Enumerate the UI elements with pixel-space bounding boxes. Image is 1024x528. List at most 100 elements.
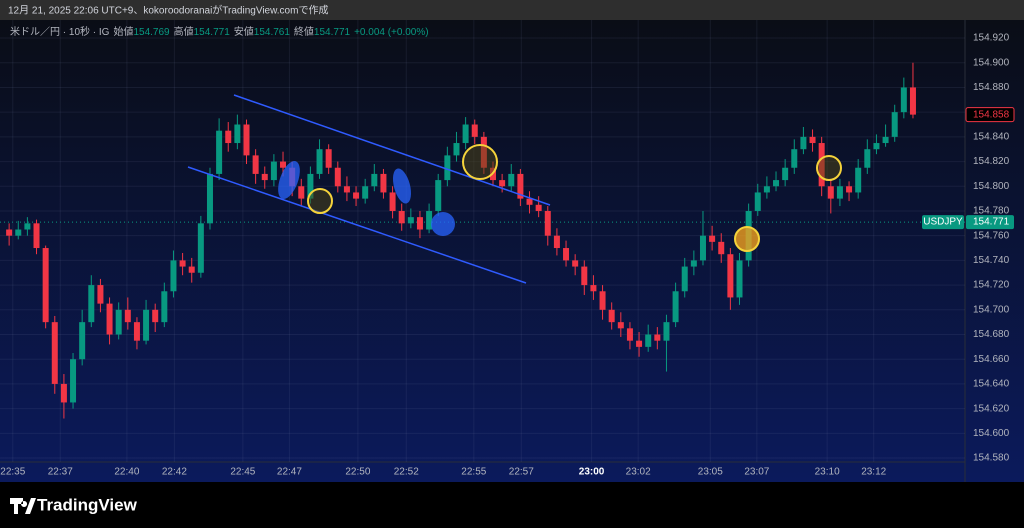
candle-body [763,186,770,193]
marker-circle [462,144,498,180]
change: +0.004 (+0.00%) [354,27,429,38]
candle-body [170,260,177,292]
candle-body [608,309,615,323]
candle-body [800,136,807,150]
candle-body [216,130,223,174]
y-tick-label: 154.620 [973,403,1010,414]
candle-body [727,254,734,298]
candle-body [453,143,460,156]
candle-body [572,260,579,267]
y-tick-label: 154.720 [973,280,1010,291]
ohlc-label: 始値 [113,25,133,38]
candle-body [6,229,13,236]
candle-body [526,198,533,205]
marker-circle [816,155,842,181]
logo [10,498,36,514]
ohlc-value: 154.771 [314,27,351,38]
candle-body [882,136,889,144]
symbol-label: USDJPY [923,217,963,228]
marker-circle [431,212,455,236]
y-tick-label: 154.900 [973,57,1010,68]
marker-ellipse [278,160,300,200]
candle-body [900,87,907,113]
y-tick-label: 154.640 [973,379,1010,390]
candle-body [124,309,131,323]
y-tick-label: 154.580 [973,453,1010,464]
candle-body [672,291,679,323]
candle-body [270,161,277,181]
candle-body [179,260,186,267]
x-tick-label: 22:40 [114,467,139,478]
candle-body [544,210,551,236]
candle-body [316,149,323,174]
x-tick-label: 23:12 [861,467,886,478]
candle-body [846,186,853,193]
candle-body [663,322,670,341]
candle-body [909,87,916,115]
channel-line [187,166,527,284]
x-tick-label: 23:07 [744,467,769,478]
candle-body [590,285,597,292]
price-badge [966,215,1014,230]
candle-body [88,285,95,323]
candle-body [654,334,661,341]
candle-body [563,248,570,261]
candle-body [243,124,250,156]
x-tick-label: 22:42 [162,467,187,478]
candle-body [709,235,716,242]
x-tick-label: 22:45 [230,467,255,478]
y-tick-label: 154.740 [973,255,1010,266]
candle-body [773,180,780,187]
ohlc-label: 終値 [294,25,314,38]
y-tick-label: 154.880 [973,82,1010,93]
candle-body [836,186,843,199]
marker-circle [307,188,333,214]
candle-body [444,155,451,181]
price-badge [965,107,1015,123]
candle-body [736,260,743,298]
symbol: 米ドル／円 · 10秒 · IG [10,25,110,38]
candle-body [699,235,706,261]
x-tick-label: 22:57 [509,467,534,478]
candle-body [581,266,588,286]
candle-body [617,322,624,329]
x-tick-label: 23:05 [698,467,723,478]
candle-body [471,124,478,137]
ohlc-value: 154.771 [194,27,231,38]
y-tick-label: 154.680 [973,329,1010,340]
y-tick-label: 154.600 [973,428,1010,439]
footer [0,482,1024,528]
y-tick-label: 154.780 [973,206,1010,217]
ohlc-value: 154.769 [133,27,170,38]
x-tick-label: 22:55 [461,467,486,478]
candle-body [553,235,560,249]
candle-body [280,161,287,168]
candle-body [426,210,433,230]
candle-body [97,285,104,304]
candle-body [782,167,789,181]
candle-body [508,173,515,187]
candle-body [535,204,542,211]
candle-body [855,167,862,193]
logo-mark [10,498,36,514]
ohlc-value: 154.761 [254,27,291,38]
symbol-badge [922,215,964,230]
candle-body [307,173,314,199]
candle-body [398,210,405,224]
y-tick-label: 154.800 [973,181,1010,192]
candle-body [24,223,31,230]
candle-body [188,266,195,273]
candle-body [416,217,423,230]
candle-body [809,136,816,144]
candle-body [33,223,40,249]
candle-body [42,248,49,323]
annotations [187,94,842,284]
y-tick-label: 154.820 [973,156,1010,167]
candle-body [79,322,86,360]
candle-body [517,173,524,199]
candle-body [681,266,688,292]
candle-body [152,309,159,323]
candle-body [161,291,168,323]
